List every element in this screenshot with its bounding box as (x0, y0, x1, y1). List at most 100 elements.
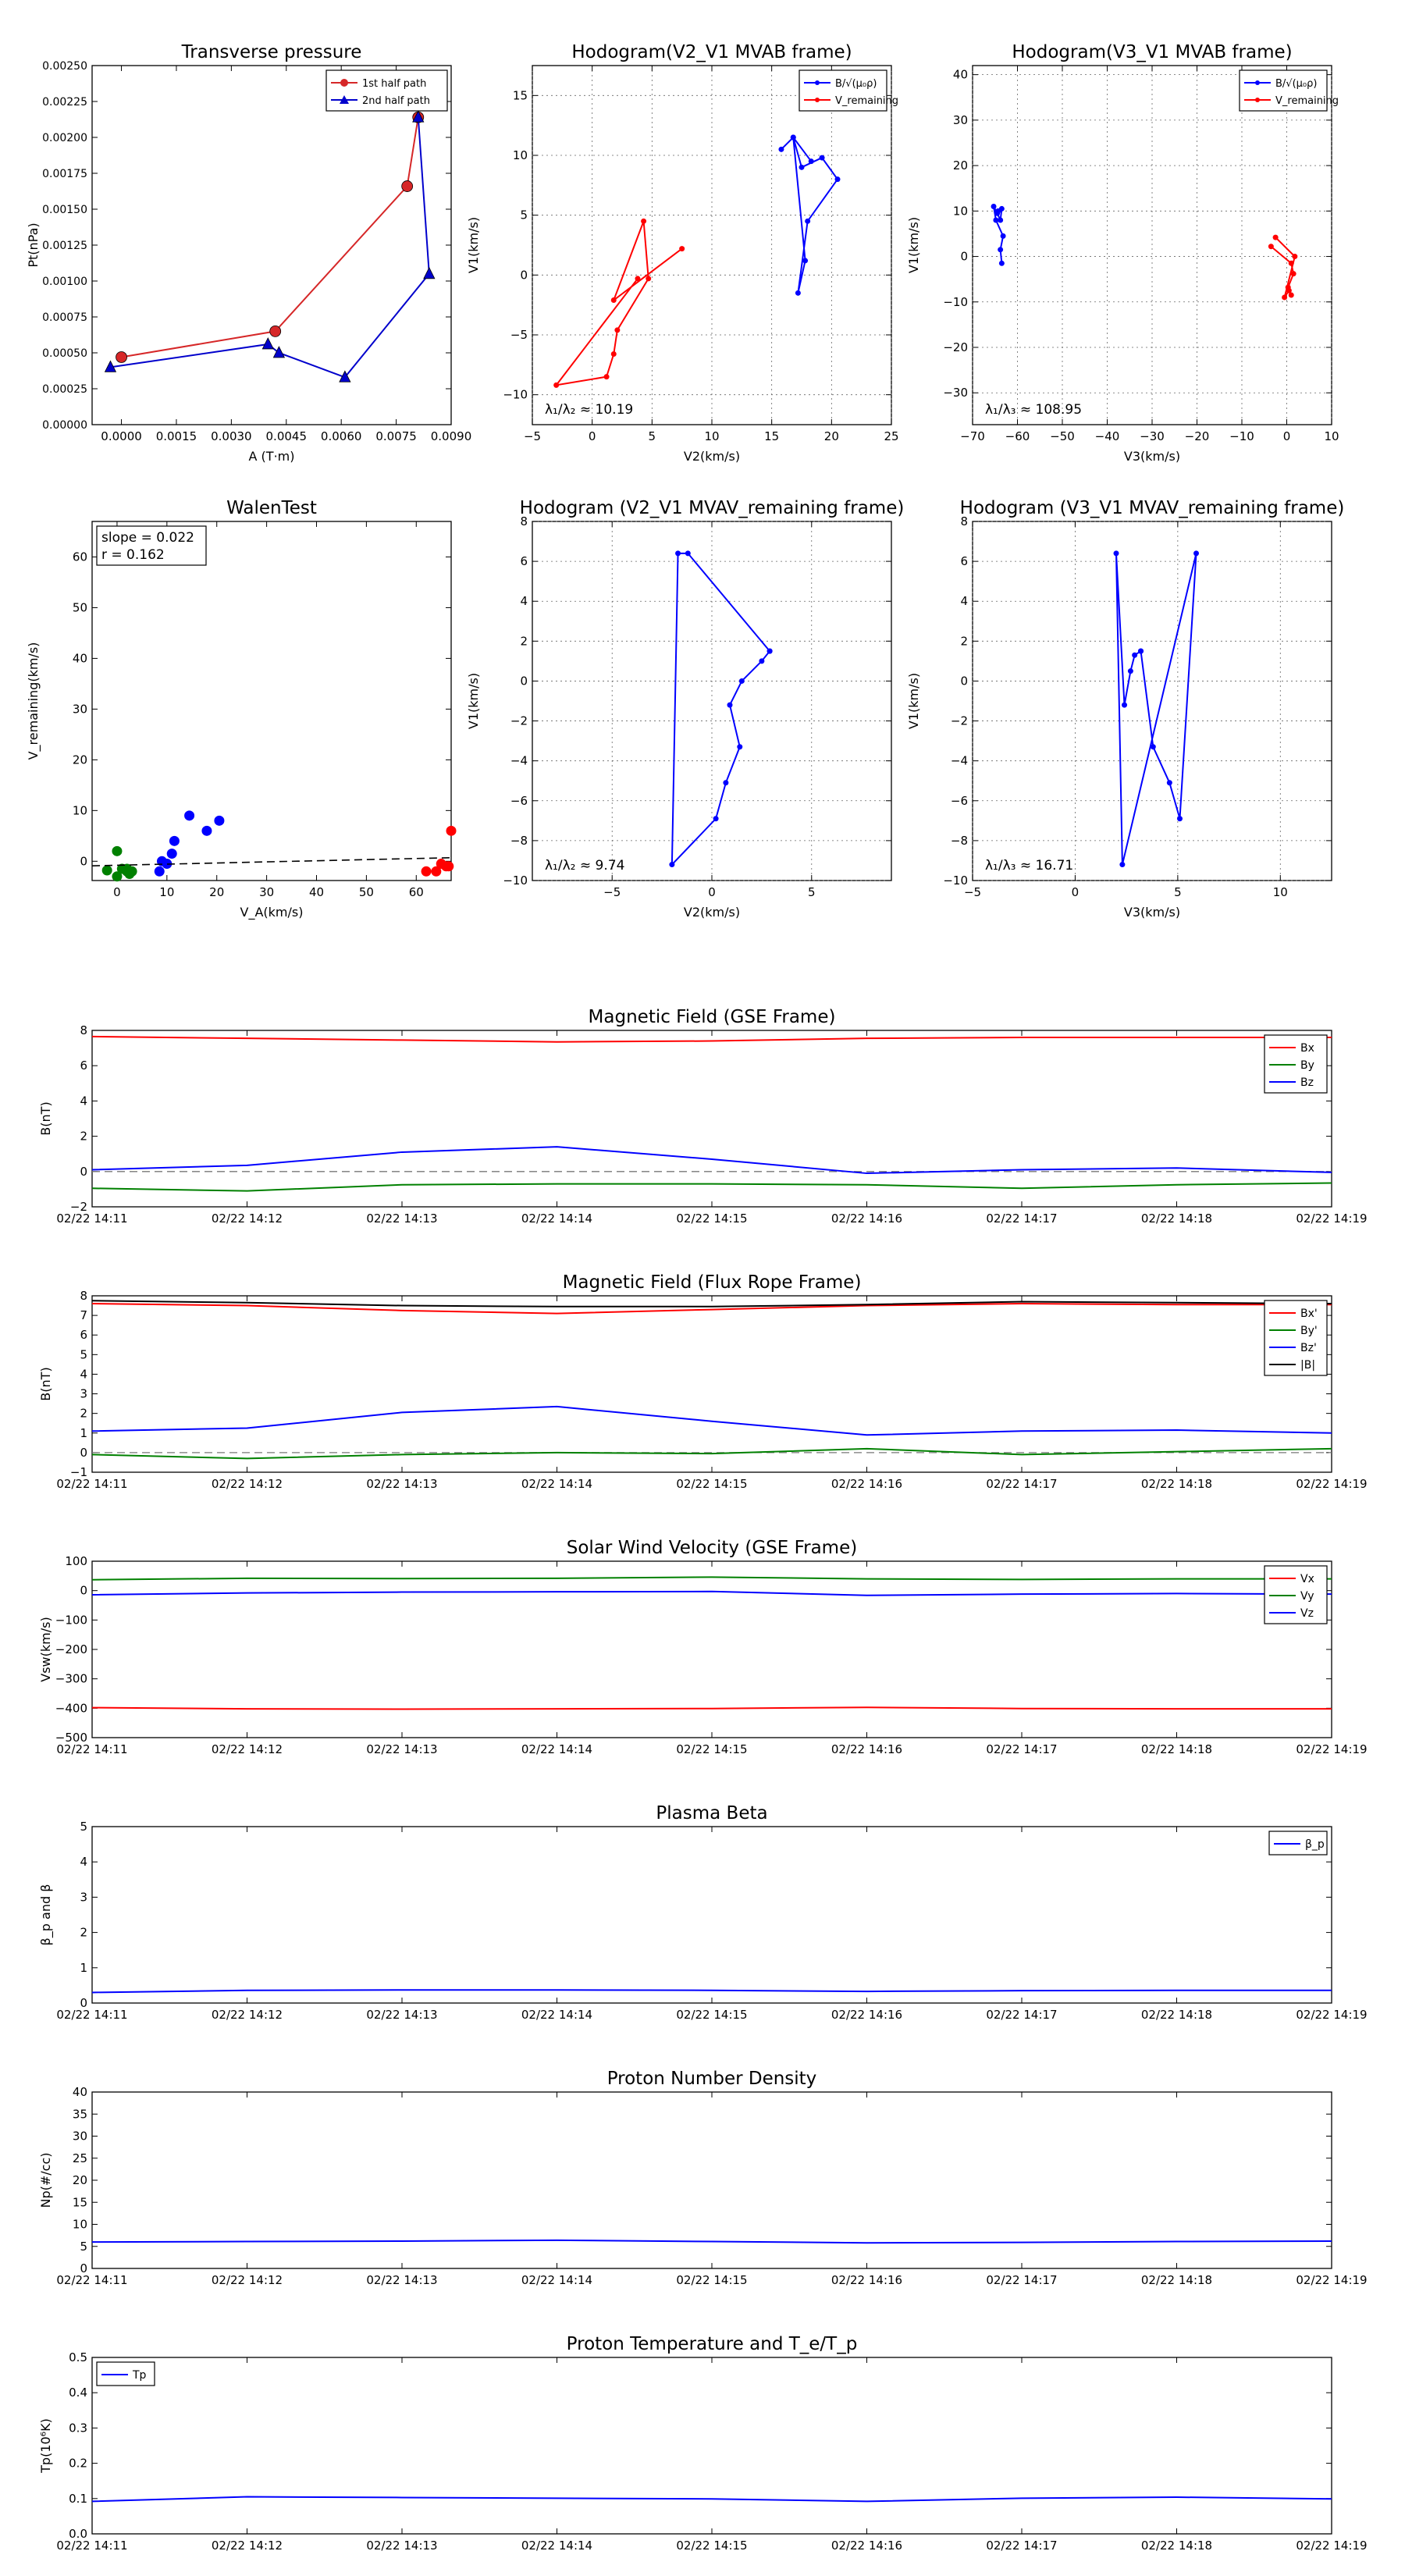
y-tick-label: 0 (80, 2261, 87, 2275)
time-tick-label: 02/22 14:19 (1296, 1477, 1367, 1491)
hodogram-point (1282, 294, 1288, 301)
legend-label: By' (1300, 1325, 1318, 1337)
scatter-point (421, 866, 432, 877)
scatter-point (112, 871, 123, 882)
scatter-point (169, 835, 180, 846)
plot-frame (91, 1826, 1332, 2004)
y-tick-label: 5 (80, 1820, 87, 1834)
x-tick-label: −30 (1140, 429, 1165, 443)
y-tick-label: 10 (73, 2218, 87, 2232)
hodogram-path-2 (554, 220, 683, 386)
hodogram-point (1122, 702, 1128, 708)
y-tick-label: −4 (951, 754, 968, 768)
x-axis-label: V3(km/s) (1124, 449, 1180, 464)
series-line-1 (91, 1303, 1332, 1315)
y-axis-label: B(nT) (38, 1101, 53, 1135)
legend-label: Vx (1300, 1573, 1314, 1585)
timeseries-6: −2 0 2 4 6 8 02/22 14:11 02/22 14:12 02/22 14:13… (38, 1007, 1368, 1226)
time-tick-label: 02/22 14:17 (986, 2273, 1057, 2287)
time-tick-label: 02/22 14:12 (212, 1212, 283, 1226)
y-tick-label: 15 (513, 88, 528, 102)
plot-frame (91, 521, 452, 881)
hodogram-point (805, 218, 811, 224)
time-tick-label: 02/22 14:19 (1296, 1742, 1367, 1756)
series-line-1 (91, 1706, 1332, 1710)
y-tick-label: 0 (80, 1165, 87, 1179)
x-tick-label: 10 (704, 429, 719, 443)
time-tick-label: 02/22 14:14 (521, 1212, 592, 1226)
y-tick-label: 8 (960, 514, 968, 528)
scatter-point (162, 859, 173, 870)
legend-label: Bx' (1300, 1308, 1318, 1320)
hodogram-point (998, 217, 1004, 223)
plot-frame (91, 65, 452, 425)
x-tick-label: 0 (113, 885, 121, 899)
time-tick-label: 02/22 14:14 (521, 1742, 592, 1756)
y-tick-label: 0.00200 (42, 132, 87, 144)
hodogram-point (1272, 234, 1279, 240)
x-tick-label: 0 (1072, 885, 1080, 899)
y-tick-label: 2 (80, 1926, 87, 1940)
hodogram-path-1 (670, 552, 770, 867)
hodogram-point (995, 208, 1001, 214)
y-tick-label: 3 (80, 1387, 87, 1401)
x-tick-label: 0.0090 (431, 429, 472, 443)
plot-frame (91, 1560, 1332, 1738)
chart-title: Magnetic Field (GSE Frame) (589, 1007, 836, 1027)
time-tick-label: 02/22 14:11 (56, 2539, 127, 2553)
data-point (401, 180, 414, 192)
x-axis-label: V2(km/s) (684, 905, 740, 920)
y-tick-label: 0.0 (69, 2527, 87, 2541)
x-axis-label: V_A(km/s) (240, 905, 304, 920)
time-tick-label: 02/22 14:13 (366, 2273, 437, 2287)
hodogram-point (1292, 254, 1298, 260)
series-line-1 (91, 1035, 1332, 1043)
time-tick-label: 02/22 14:14 (521, 2273, 592, 2287)
x-tick-label: 5 (808, 885, 816, 899)
hodogram-point (802, 258, 809, 264)
hodogram-point (1138, 648, 1144, 654)
time-tick-label: 02/22 14:13 (366, 1212, 437, 1226)
y-tick-label: −1 (70, 1465, 87, 1479)
y-tick-label: −100 (55, 1613, 87, 1627)
time-tick-label: 02/22 14:19 (1296, 2273, 1367, 2287)
y-tick-label: −20 (943, 340, 968, 354)
y-tick-label: −8 (951, 834, 968, 848)
legend-label: β_p (1305, 1838, 1325, 1851)
time-tick-label: 02/22 14:18 (1141, 1742, 1212, 1756)
x-tick-label: 0 (1283, 429, 1291, 443)
y-axis-label: V1(km/s) (906, 217, 921, 273)
series-line-2 (91, 1182, 1332, 1192)
hodogram-point (819, 155, 825, 161)
y-tick-label: 4 (80, 1367, 87, 1381)
y-tick-label: 0.1 (69, 2492, 87, 2506)
data-point (412, 110, 425, 123)
x-tick-label: 0.0060 (321, 429, 362, 443)
time-tick-label: 02/22 14:15 (676, 2273, 747, 2287)
y-tick-label: 0 (80, 854, 87, 868)
y-tick-label: 0 (80, 1446, 87, 1460)
y-tick-label: 1 (80, 1961, 87, 1975)
hodogram-point (1286, 287, 1292, 294)
hodogram-point (808, 158, 814, 165)
y-tick-label: 0.00075 (42, 311, 87, 324)
data-point (104, 360, 117, 372)
chart-title: WalenTest (226, 498, 317, 518)
data-point (339, 370, 351, 382)
legend-label: Bz (1300, 1076, 1314, 1089)
hodogram-point (767, 648, 773, 654)
y-tick-label: 10 (513, 148, 528, 162)
y-tick-label: 8 (520, 514, 528, 528)
y-tick-label: 25 (73, 2151, 87, 2165)
hodogram-5: −10 −8 −6 −4 −2 0 2 4 6 8 −5 0 5 10 Hodogram (V3_V1 MV… (906, 498, 1344, 920)
y-tick-label: 0 (80, 1996, 87, 2010)
y-tick-label: 30 (73, 2129, 87, 2144)
walen-test-chart: 0 10 20 30 40 50 60 0 10 20 30 40 50 60 WalenTest V_A(k… (26, 498, 457, 920)
time-tick-label: 02/22 14:11 (56, 1212, 127, 1226)
time-tick-label: 02/22 14:15 (676, 1477, 747, 1491)
x-tick-label: −40 (1095, 429, 1120, 443)
eigen-ratio-label: λ₁/λ₂ ≈ 10.19 (545, 402, 633, 418)
hodogram-point (553, 382, 560, 388)
legend-marker (340, 79, 348, 87)
